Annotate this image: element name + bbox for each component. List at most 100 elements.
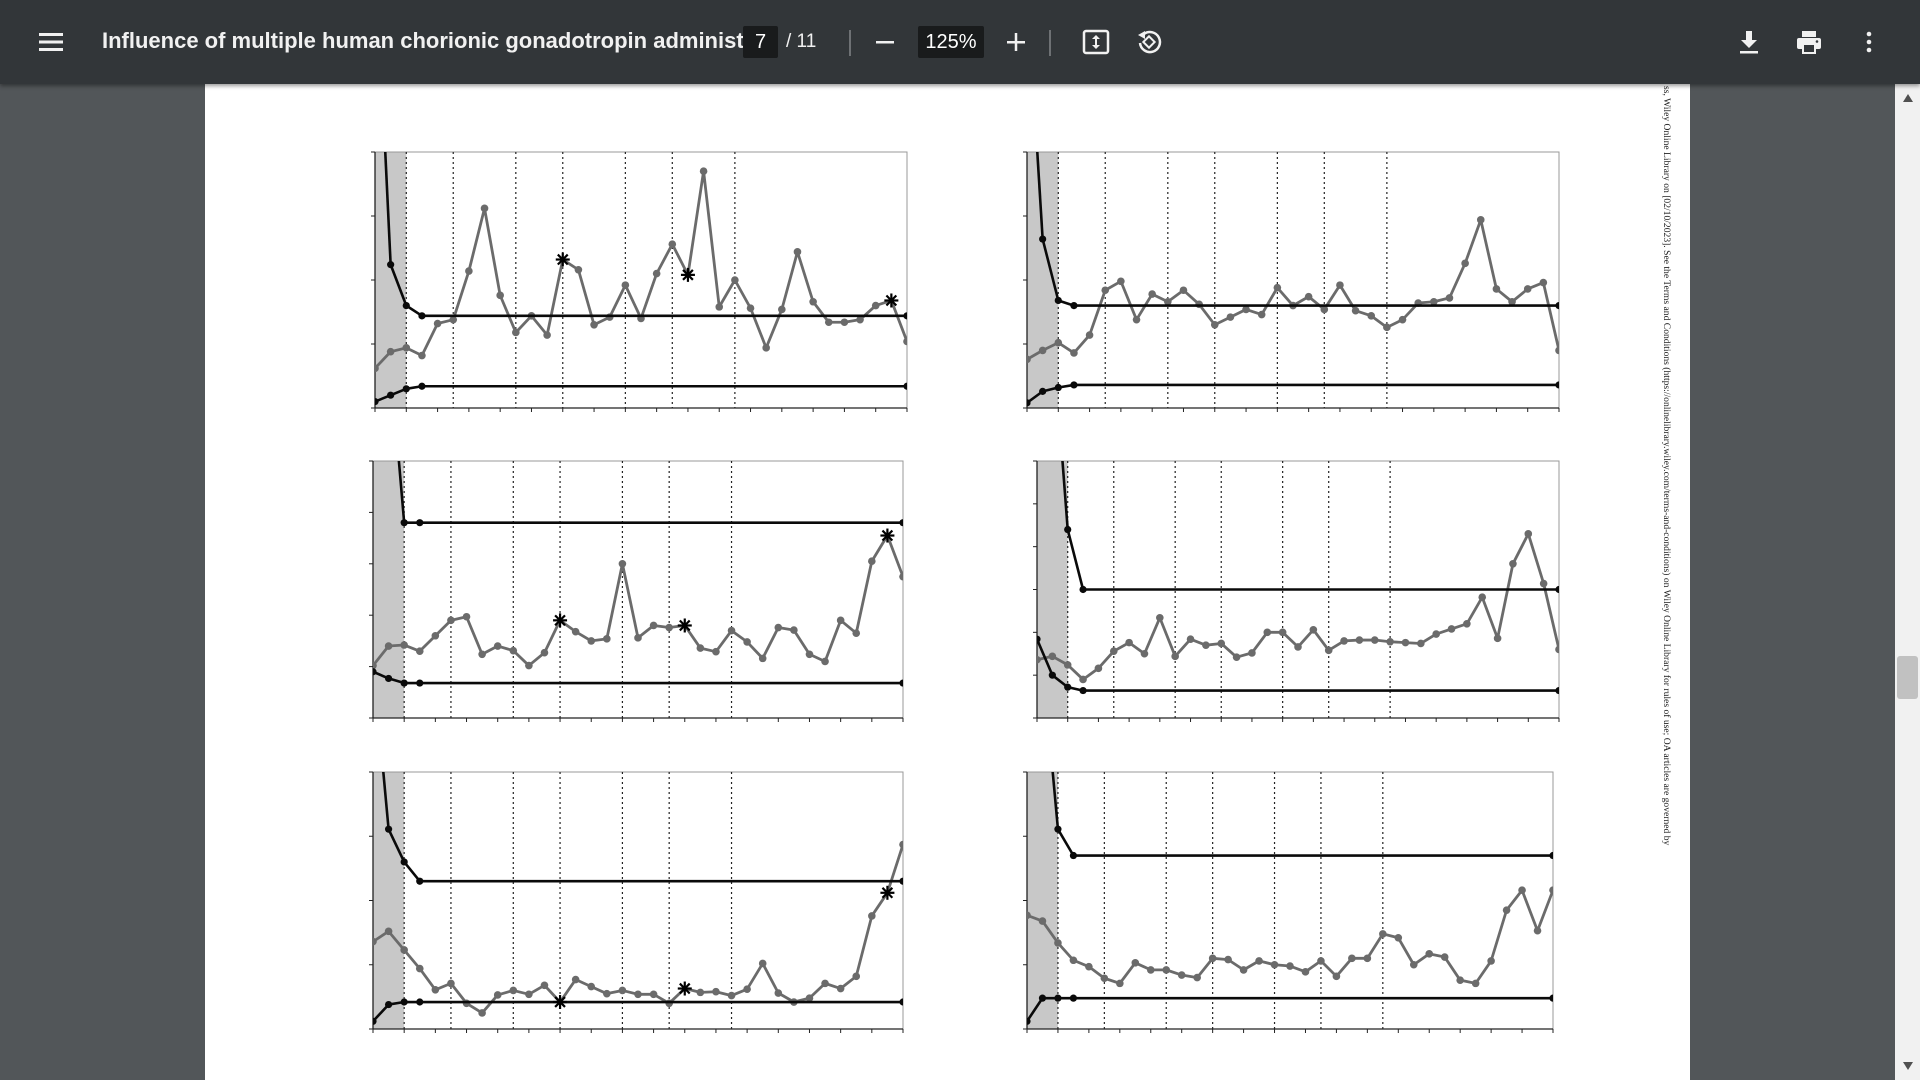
data-point bbox=[621, 281, 630, 289]
data-point bbox=[1193, 973, 1201, 982]
data-point bbox=[1232, 653, 1241, 661]
more-options-button[interactable] bbox=[1849, 22, 1889, 62]
data-point bbox=[809, 297, 817, 306]
data-point bbox=[1518, 886, 1526, 895]
minus-icon bbox=[876, 41, 894, 44]
data-point bbox=[1094, 664, 1103, 673]
data-point bbox=[1549, 851, 1553, 860]
data-point bbox=[868, 912, 876, 920]
data-point bbox=[1217, 639, 1226, 648]
data-point bbox=[1336, 281, 1344, 289]
data-point bbox=[1079, 686, 1087, 695]
download-button[interactable] bbox=[1729, 22, 1769, 62]
data-point bbox=[478, 650, 486, 659]
scrollbar[interactable] bbox=[1895, 84, 1920, 1080]
data-point bbox=[652, 269, 661, 278]
menu-button[interactable] bbox=[30, 22, 72, 62]
scroll-thumb[interactable] bbox=[1897, 656, 1918, 699]
data-point bbox=[649, 990, 658, 999]
rotate-button[interactable] bbox=[1129, 22, 1169, 62]
data-point bbox=[512, 328, 520, 337]
data-point bbox=[1286, 962, 1294, 970]
data-point bbox=[375, 398, 379, 406]
data-point bbox=[1054, 338, 1063, 347]
data-point bbox=[634, 634, 642, 642]
data-point bbox=[1508, 297, 1516, 306]
data-point bbox=[400, 519, 408, 527]
data-point bbox=[525, 990, 533, 999]
rotate-icon bbox=[1138, 30, 1162, 54]
data-point bbox=[836, 984, 845, 993]
data-point bbox=[821, 979, 829, 988]
fit-page-button[interactable] bbox=[1076, 22, 1116, 62]
data-point bbox=[540, 648, 549, 657]
asterisk-marker bbox=[880, 885, 895, 900]
data-point bbox=[743, 985, 751, 993]
data-point bbox=[462, 612, 471, 621]
data-point bbox=[1278, 628, 1287, 637]
data-point bbox=[384, 825, 393, 833]
data-point bbox=[1394, 933, 1403, 942]
data-point bbox=[856, 315, 864, 324]
data-point bbox=[805, 650, 814, 659]
limit-line-overshoot bbox=[382, 772, 390, 830]
zoom-in-button[interactable] bbox=[996, 22, 1036, 62]
data-point bbox=[1351, 306, 1360, 315]
shaded-region bbox=[1037, 461, 1068, 718]
data-point bbox=[465, 267, 473, 275]
print-button[interactable] bbox=[1789, 22, 1829, 62]
data-point bbox=[1054, 939, 1062, 947]
data-point bbox=[1054, 296, 1062, 305]
data-point bbox=[1502, 906, 1511, 914]
scroll-down-arrow[interactable] bbox=[1895, 1056, 1920, 1076]
data-point bbox=[1456, 976, 1464, 984]
data-point bbox=[1555, 381, 1559, 389]
data-point bbox=[1039, 235, 1047, 243]
page-number-input[interactable]: 7 bbox=[743, 26, 778, 58]
toolbar-divider bbox=[849, 30, 851, 56]
data-point bbox=[1549, 886, 1553, 895]
zoom-level-input[interactable]: 125% bbox=[918, 26, 984, 58]
data-point bbox=[375, 364, 379, 373]
data-point bbox=[574, 265, 583, 274]
shaded-region bbox=[375, 152, 407, 408]
data-point bbox=[1255, 957, 1263, 965]
data-point bbox=[416, 877, 424, 885]
data-point bbox=[1432, 630, 1440, 638]
data-point bbox=[1487, 957, 1495, 965]
zoom-out-button[interactable] bbox=[865, 22, 905, 62]
data-point bbox=[1463, 619, 1471, 628]
data-point bbox=[416, 998, 424, 1006]
figure-panels bbox=[369, 151, 1560, 1033]
data-point bbox=[493, 991, 502, 999]
data-point bbox=[1539, 278, 1548, 287]
data-point bbox=[373, 661, 377, 670]
data-point bbox=[400, 946, 408, 954]
data-point bbox=[1270, 960, 1279, 969]
asterisk-marker bbox=[553, 613, 568, 628]
data-point bbox=[1038, 994, 1047, 1002]
data-point bbox=[1263, 628, 1272, 637]
data-point bbox=[1417, 639, 1425, 648]
data-point bbox=[1294, 643, 1302, 651]
data-point bbox=[416, 519, 424, 527]
data-point bbox=[1085, 331, 1094, 339]
data-point bbox=[1054, 383, 1062, 392]
data-point bbox=[590, 321, 598, 329]
data-point bbox=[1100, 974, 1109, 983]
data-point bbox=[1440, 953, 1449, 961]
data-point bbox=[1539, 579, 1548, 588]
data-point bbox=[1208, 954, 1217, 963]
pdf-toolbar: Influence of multiple human chorionic go… bbox=[0, 0, 1920, 84]
more-vert-icon bbox=[1866, 31, 1872, 53]
data-point bbox=[1140, 649, 1149, 658]
data-point bbox=[727, 991, 736, 1000]
data-point bbox=[1332, 972, 1341, 981]
data-point bbox=[603, 635, 611, 643]
data-point bbox=[1064, 525, 1072, 534]
scroll-up-arrow[interactable] bbox=[1895, 88, 1920, 108]
data-point bbox=[415, 647, 424, 655]
data-point bbox=[1210, 321, 1219, 329]
data-point bbox=[1555, 645, 1559, 654]
data-point bbox=[1038, 346, 1047, 355]
